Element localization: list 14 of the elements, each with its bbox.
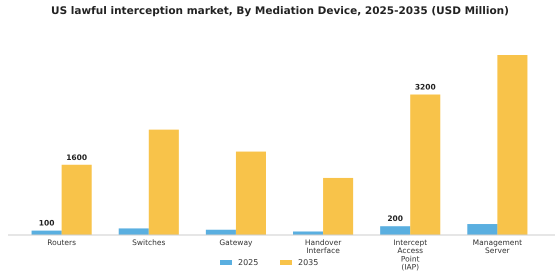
bar xyxy=(32,230,62,235)
bar xyxy=(62,164,92,235)
bar xyxy=(236,152,266,235)
bar xyxy=(206,230,236,235)
bar xyxy=(380,226,410,235)
chart-title: US lawful interception market, By Mediation Device, 2025-2035 (USD Million) xyxy=(51,5,509,17)
bar xyxy=(118,228,149,235)
bar xyxy=(148,130,179,235)
legend-label: 2035 xyxy=(298,258,318,267)
bar xyxy=(410,94,440,235)
bar xyxy=(497,55,528,235)
legend-label: 2025 xyxy=(238,258,258,267)
bar xyxy=(323,178,354,235)
bar xyxy=(467,224,498,235)
